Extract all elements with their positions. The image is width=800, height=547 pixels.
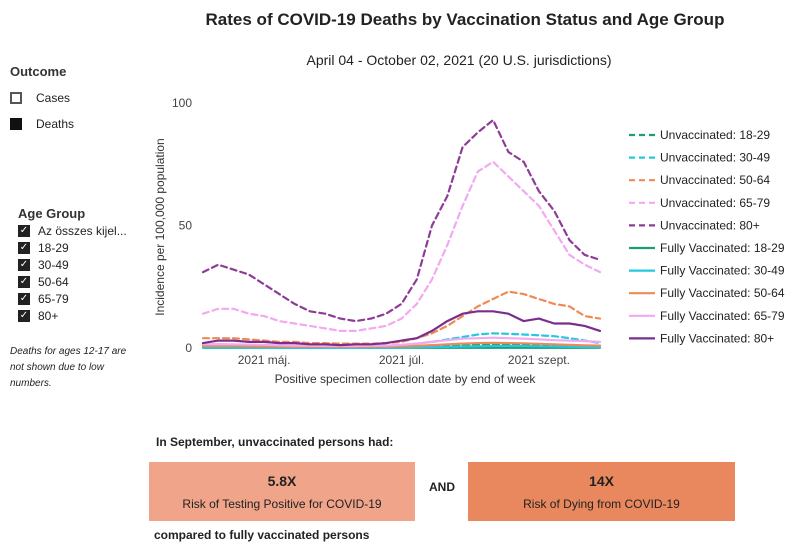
cases-risk-card: 5.8X Risk of Testing Positive for COVID-… <box>149 462 415 521</box>
x-tick-label: 2021 szept. <box>508 353 570 367</box>
age-option-all[interactable]: ✓ Az összes kijel... <box>18 224 127 238</box>
checkbox-checked-icon[interactable]: ✓ <box>18 276 30 288</box>
legend-label: Unvaccinated: 65-79 <box>660 196 770 210</box>
x-tick-label: 2021 júl. <box>379 353 424 367</box>
footnote: Deaths for ages 12-17 are not shown due … <box>10 346 127 389</box>
legend-label: Fully Vaccinated: 65-79 <box>660 309 785 323</box>
series-line <box>201 336 602 348</box>
age-option-label: 18-29 <box>38 241 69 255</box>
y-tick-label: 100 <box>172 96 192 110</box>
summary-footer: compared to fully vaccinated persons <box>154 528 370 542</box>
summary-heading: In September, unvaccinated persons had: <box>156 435 394 449</box>
outcome-filter: Outcome Cases Deaths <box>10 64 74 131</box>
deaths-risk-card: 14X Risk of Dying from COVID-19 <box>468 462 735 521</box>
deaths-risk-label: Risk of Dying from COVID-19 <box>523 496 680 511</box>
cases-risk-label: Risk of Testing Positive for COVID-19 <box>182 496 382 511</box>
checkbox-checked-icon[interactable]: ✓ <box>18 242 30 254</box>
line-chart: 0 50 100 2021 máj. 2021 júl. 2021 szept. Posit… <box>153 96 785 386</box>
legend-label: Unvaccinated: 80+ <box>660 218 760 232</box>
age-group-filter: Age Group ✓ Az összes kijel... ✓ 18-29 ✓… <box>18 206 127 323</box>
y-axis-title: Incidence per 100,000 population <box>153 138 167 315</box>
outcome-option-label: Deaths <box>36 117 75 131</box>
series-line <box>201 341 602 348</box>
age-group-heading: Age Group <box>18 206 86 221</box>
legend-label: Fully Vaccinated: 18-29 <box>660 241 785 255</box>
age-option-65-79[interactable]: ✓ 65-79 <box>18 292 127 306</box>
legend-label: Unvaccinated: 18-29 <box>660 128 770 142</box>
x-axis-title: Positive specimen collection date by end… <box>275 372 537 386</box>
series-line <box>201 310 602 347</box>
age-option-label: 65-79 <box>38 292 69 306</box>
age-option-18-29[interactable]: ✓ 18-29 <box>18 241 127 255</box>
age-option-50-64[interactable]: ✓ 50-64 <box>18 275 127 289</box>
age-option-label: 50-64 <box>38 275 69 289</box>
x-tick-label: 2021 máj. <box>238 353 291 367</box>
unselected-square-icon <box>10 92 22 104</box>
checkbox-checked-icon[interactable]: ✓ <box>18 293 30 305</box>
legend-label: Fully Vaccinated: 80+ <box>660 331 774 345</box>
checkbox-checked-icon[interactable]: ✓ <box>18 225 30 237</box>
outcome-heading: Outcome <box>10 64 67 79</box>
outcome-option-cases[interactable]: Cases <box>10 91 74 105</box>
y-tick-label: 0 <box>185 341 192 355</box>
legend-label: Fully Vaccinated: 50-64 <box>660 286 785 300</box>
outcome-option-deaths[interactable]: Deaths <box>10 117 74 131</box>
cases-risk-value: 5.8X <box>267 472 297 489</box>
age-option-label: Az összes kijel... <box>38 224 127 238</box>
series-line <box>201 160 602 332</box>
checkbox-checked-icon[interactable]: ✓ <box>18 259 30 271</box>
series-line <box>201 118 602 323</box>
chart-subtitle: April 04 - October 02, 2021 (20 U.S. jur… <box>306 52 612 68</box>
age-option-80-plus[interactable]: ✓ 80+ <box>18 309 127 323</box>
chart-title: Rates of COVID-19 Deaths by Vaccination … <box>205 10 725 29</box>
series-line <box>201 290 602 345</box>
age-option-30-49[interactable]: ✓ 30-49 <box>18 258 127 272</box>
legend-label: Unvaccinated: 50-64 <box>660 173 770 187</box>
age-option-label: 80+ <box>38 309 59 323</box>
deaths-risk-value: 14X <box>589 472 614 489</box>
y-tick-label: 50 <box>179 219 193 233</box>
age-option-label: 30-49 <box>38 258 69 272</box>
series-line <box>201 344 602 349</box>
checkbox-checked-icon[interactable]: ✓ <box>18 310 30 322</box>
selected-square-icon <box>10 118 22 130</box>
and-connector: AND <box>429 480 455 494</box>
outcome-option-label: Cases <box>36 91 71 105</box>
legend-label: Unvaccinated: 30-49 <box>660 151 770 165</box>
legend-label: Fully Vaccinated: 30-49 <box>660 264 785 278</box>
